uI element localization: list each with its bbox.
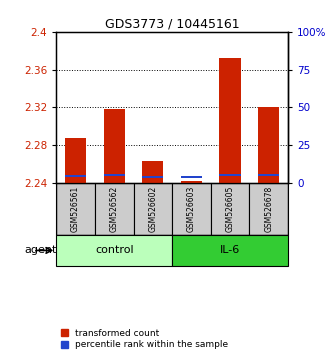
Text: GSM526561: GSM526561 (71, 186, 80, 232)
Bar (181, 176, 202, 178)
Legend: transformed count, percentile rank within the sample: transformed count, percentile rank withi… (61, 329, 228, 349)
Bar (219, 174, 241, 177)
Bar (56, 183, 95, 235)
Text: GSM526562: GSM526562 (110, 186, 119, 232)
Bar (219, 58, 241, 183)
Text: agent: agent (24, 245, 56, 256)
Bar (133, 183, 172, 235)
Bar (104, 174, 125, 177)
Bar (172, 183, 211, 235)
Bar (258, 174, 279, 177)
Bar (172, 235, 288, 266)
Bar (249, 183, 288, 235)
Text: GSM526678: GSM526678 (264, 186, 273, 232)
Text: control: control (95, 245, 133, 256)
Text: IL-6: IL-6 (220, 245, 240, 256)
Text: GSM526605: GSM526605 (225, 186, 235, 232)
Bar (65, 138, 86, 183)
Bar (181, 181, 202, 183)
Bar (56, 235, 172, 266)
Bar (104, 109, 125, 183)
Bar (142, 176, 164, 178)
Bar (142, 161, 164, 183)
Bar (211, 183, 249, 235)
Text: GSM526602: GSM526602 (148, 186, 157, 232)
Title: GDS3773 / 10445161: GDS3773 / 10445161 (105, 18, 239, 31)
Bar (258, 107, 279, 183)
Bar (65, 175, 86, 177)
Bar (95, 183, 133, 235)
Text: GSM526603: GSM526603 (187, 186, 196, 232)
